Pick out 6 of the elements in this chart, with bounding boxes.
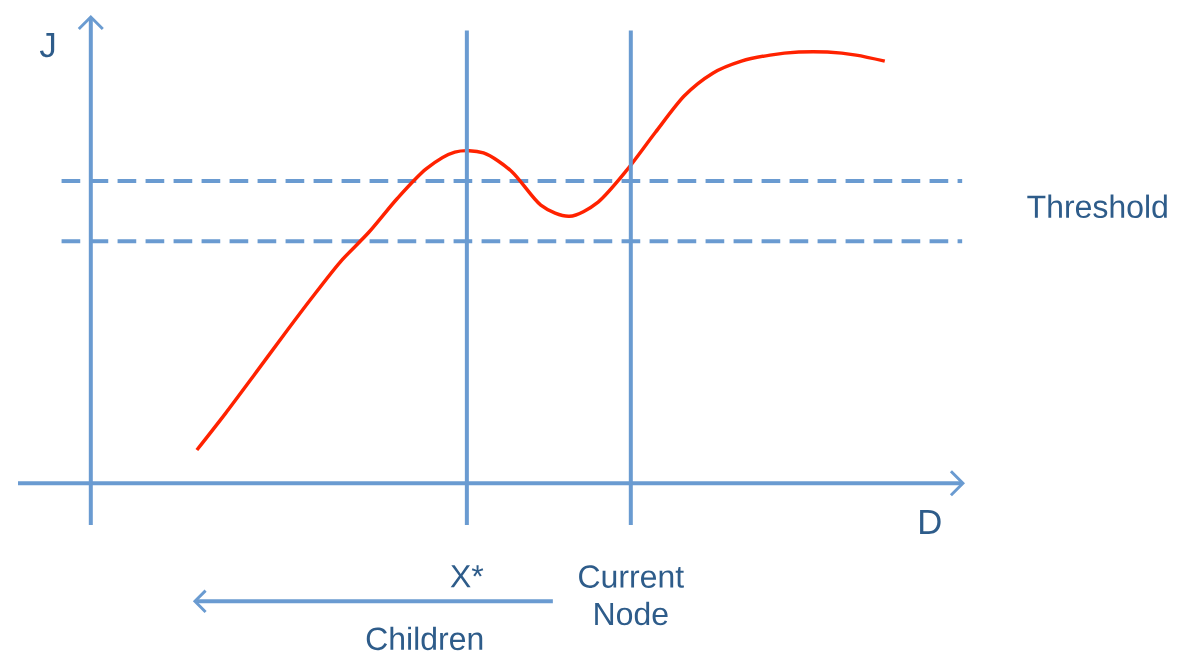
text: Current Node: [579, 565, 684, 626]
text: Children: [366, 626, 483, 651]
y-axis-title: J: [39, 33, 55, 58]
x-axis-title: D: [920, 510, 941, 534]
text: X*: [450, 565, 484, 588]
ref-line-label: Threshold: [1027, 194, 1167, 219]
